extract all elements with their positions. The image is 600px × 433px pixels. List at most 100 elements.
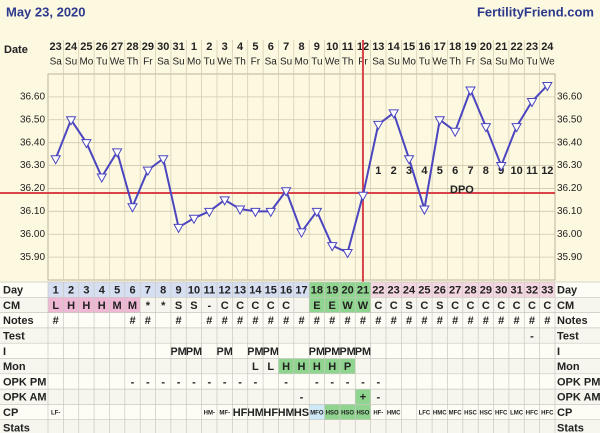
cell-highlight [324, 282, 340, 298]
weekday-label: Mo [295, 57, 309, 68]
cell-text: 6 [129, 285, 135, 297]
cell-text: S [436, 300, 443, 312]
cell-text: C [451, 300, 459, 312]
y-tick-label: 36.20 [20, 183, 45, 194]
cell-text: E [313, 300, 320, 312]
y-tick-label-right: 36.40 [557, 137, 582, 148]
cell-text: - [238, 376, 242, 388]
date-label: 22 [510, 41, 522, 53]
weekday-label: We [325, 57, 340, 68]
cell-text: C [482, 300, 490, 312]
cell-highlight [508, 282, 525, 298]
y-tick-label-right: 36.30 [557, 160, 582, 171]
cell-text: HM- [204, 411, 215, 417]
date-label: 11 [342, 41, 354, 53]
temp-point [357, 191, 369, 202]
weekday-label: Th [449, 57, 461, 68]
dpo-label: 12 [541, 165, 553, 177]
cell-text: - [361, 376, 365, 388]
row-bg [0, 297, 600, 313]
cell-text: - [284, 376, 288, 388]
cell-highlight [539, 282, 555, 298]
temp-point [111, 148, 123, 158]
cell-highlight [293, 358, 310, 374]
weekday-label: Mo [402, 57, 416, 68]
row-bg [0, 419, 600, 433]
row-label-right: Test [557, 330, 579, 342]
cell-text: HFC [526, 411, 539, 417]
cell-text: C [267, 300, 275, 312]
cell-text: PM [309, 346, 326, 358]
weekday-label: We [110, 57, 125, 68]
cell-text: # [452, 315, 458, 327]
cell-highlight [339, 358, 356, 374]
cell-text: - [161, 376, 165, 388]
cell-highlight [247, 282, 264, 298]
date-label: 5 [252, 41, 258, 53]
y-tick-label: 36.50 [20, 114, 45, 125]
cell-text: 27 [449, 285, 461, 297]
cell-text: 8 [160, 285, 166, 297]
cell-text: - [192, 376, 196, 388]
date-label: 17 [434, 41, 446, 53]
cell-text: PM [263, 346, 280, 358]
cell-text: # [53, 315, 59, 327]
cell-text: - [346, 376, 350, 388]
cell-text: H [313, 361, 321, 373]
temp-point [127, 203, 138, 213]
cell-text: - [300, 392, 304, 404]
temp-point [219, 196, 231, 206]
date-label: 26 [96, 41, 108, 53]
cell-text: HFC [541, 411, 554, 417]
cell-text: 11 [203, 285, 215, 297]
cell-text: E [329, 300, 336, 312]
cell-text: # [514, 315, 520, 327]
cell-text: # [498, 315, 504, 327]
cell-text: H [98, 300, 106, 312]
dpo-label: 7 [467, 165, 473, 177]
weekday-label: Mo [79, 57, 93, 68]
cell-text: # [237, 315, 243, 327]
temp-point [480, 123, 492, 133]
cell-highlight [109, 297, 125, 313]
date-label: 3 [222, 41, 228, 53]
plot-area [47, 73, 556, 281]
cell-text: - [530, 330, 534, 342]
cell-text: - [177, 376, 181, 388]
cell-text: # [391, 315, 397, 327]
cell-highlight [309, 358, 325, 374]
cell-highlight [339, 282, 356, 298]
row-label: Notes [3, 315, 34, 327]
date-label: Date [4, 44, 28, 56]
temp-point [265, 207, 277, 218]
cell-text: 16 [280, 285, 292, 297]
cell-highlight [355, 389, 371, 405]
weekday-label: Tu [526, 57, 537, 68]
dpo-label: 6 [452, 165, 458, 177]
cell-text: # [375, 315, 381, 327]
cell-text: H [67, 300, 75, 312]
cell-text: L [52, 300, 59, 312]
cell-highlight [63, 282, 79, 298]
cell-text: H [298, 361, 306, 373]
cell-text: PM [216, 346, 233, 358]
cell-text: 4 [99, 285, 106, 297]
date-label: 6 [268, 41, 274, 53]
cell-highlight [309, 297, 325, 313]
cell-highlight [201, 282, 217, 298]
cell-text: # [129, 315, 135, 327]
date-label: 30 [157, 41, 169, 53]
date-label: 23 [526, 41, 538, 53]
date-label: 14 [388, 41, 401, 53]
temp-point [50, 155, 62, 165]
temp-point [173, 223, 184, 234]
cell-text: C [513, 300, 521, 312]
cell-highlight [78, 297, 95, 313]
cell-highlight [155, 282, 171, 298]
weekday-label: We [432, 57, 447, 68]
cell-highlight [293, 282, 310, 298]
cell-text: C [528, 300, 536, 312]
cell-highlight [432, 282, 448, 298]
weekday-label: Th [342, 57, 354, 68]
